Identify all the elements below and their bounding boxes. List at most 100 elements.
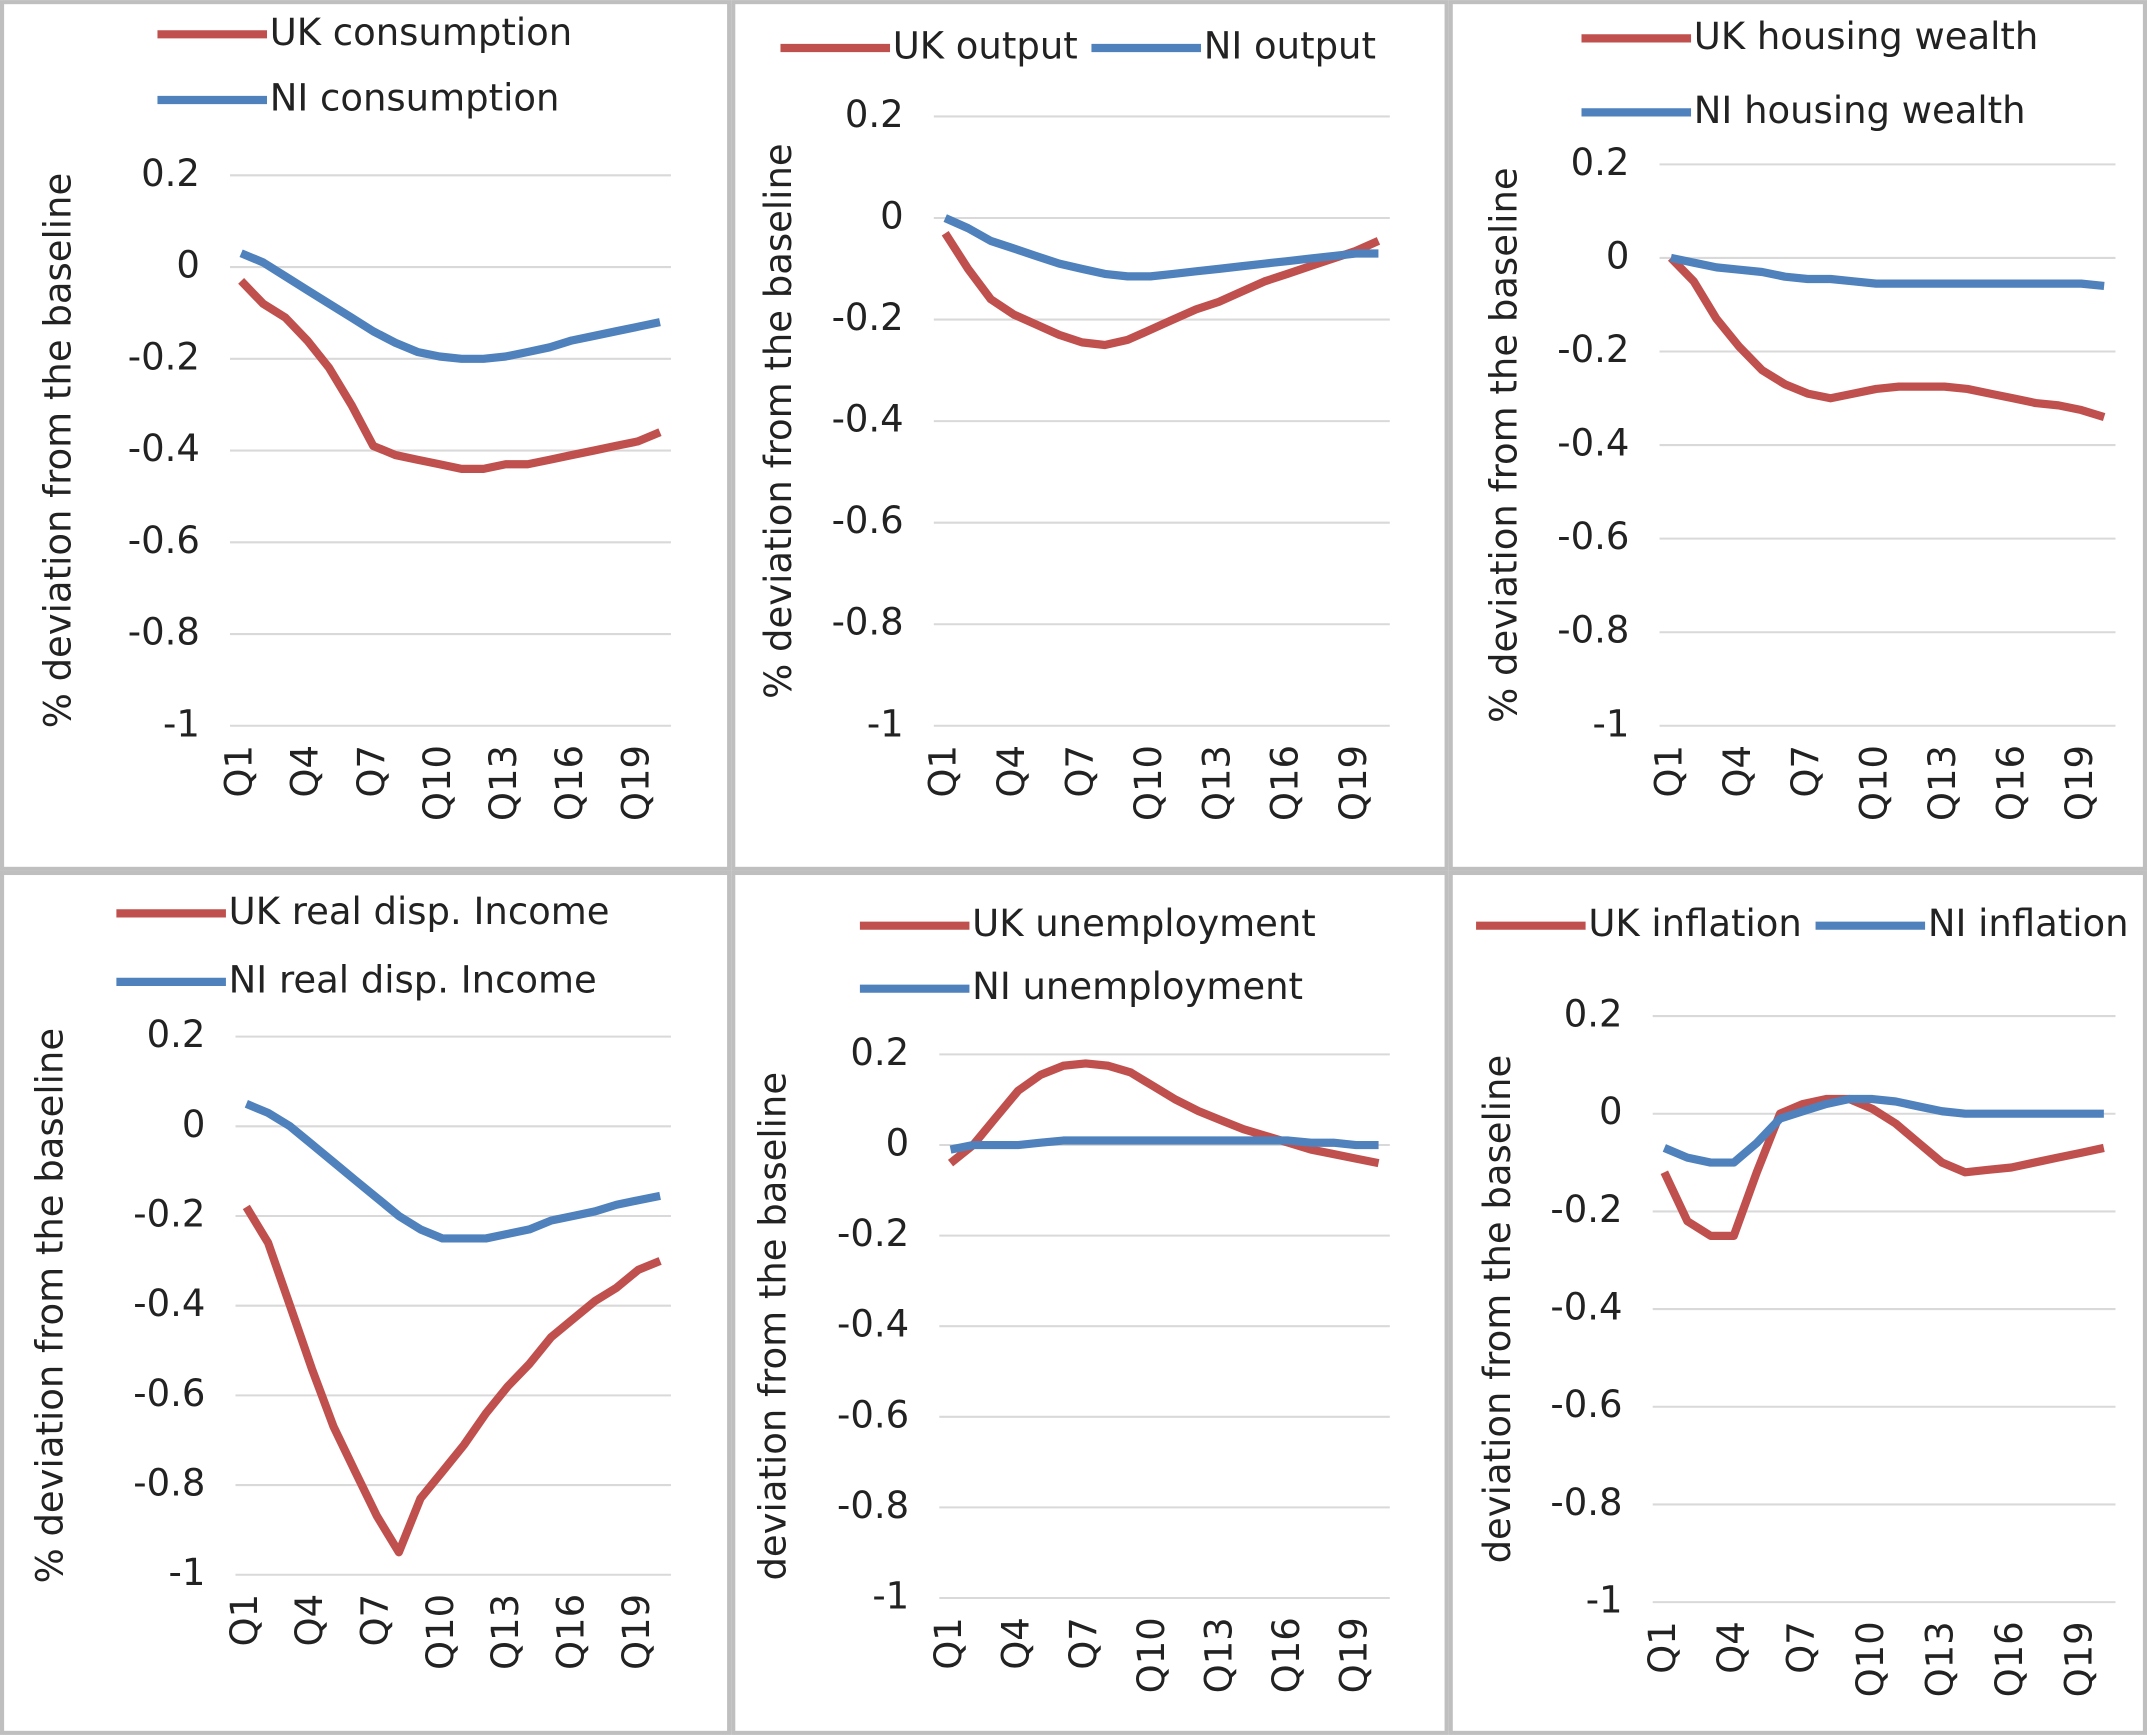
x-tick-label: Q10 <box>1849 1621 1892 1697</box>
panel-frame <box>731 0 1449 871</box>
y-tick-label: 0.2 <box>147 1013 206 1056</box>
y-axis-title: deviation from the baseline <box>752 1072 795 1581</box>
x-tick-label: Q1 <box>1647 745 1690 798</box>
y-tick-label: -1 <box>169 1551 206 1594</box>
y-tick-label: -0.8 <box>1557 609 1629 652</box>
y-tick-label: -0.2 <box>837 1212 909 1255</box>
y-tick-label: -0.8 <box>128 611 200 654</box>
y-tick-label: 0.2 <box>850 1031 909 1074</box>
x-tick-label: Q10 <box>416 745 459 821</box>
x-tick-label: Q13 <box>1197 1617 1240 1693</box>
x-tick-label: Q16 <box>548 745 591 821</box>
legend-label: UK housing wealth <box>1694 15 2039 58</box>
legend-label: NI housing wealth <box>1694 89 2026 132</box>
y-axis-title: % deviation from the baseline <box>37 173 80 729</box>
chart-panel: -1 -0.8 -0.6 -0.4 -0.2 0 0.2 Q1 Q4 Q7 Q10 Q13 Q16 Q19… <box>752 902 1390 1693</box>
x-tick-label: Q4 <box>1710 1621 1753 1674</box>
y-tick-label: -0.4 <box>133 1282 205 1325</box>
y-tick-label: -0.4 <box>832 398 904 441</box>
x-tick-label: Q16 <box>1265 1617 1308 1693</box>
x-tick-label: Q19 <box>1332 745 1375 821</box>
y-axis-title: % deviation from the baseline <box>29 1028 72 1584</box>
panel-frame <box>0 870 732 1735</box>
x-tick-label: Q13 <box>1195 745 1238 821</box>
series-line <box>242 1204 662 1557</box>
x-tick-label: Q19 <box>614 745 657 821</box>
x-tick-label: Q13 <box>1921 745 1964 821</box>
x-tick-label: Q7 <box>354 1594 397 1647</box>
x-tick-label: Q19 <box>615 1594 658 1670</box>
legend-label: UK real disp. Income <box>229 890 610 933</box>
y-axis-title: % deviation from the baseline <box>757 143 800 699</box>
y-tick-label: -0.8 <box>1550 1481 1622 1524</box>
y-tick-label: -0.2 <box>1550 1188 1622 1231</box>
panel-frame <box>0 0 732 871</box>
x-tick-label: Q10 <box>1130 1617 1173 1693</box>
x-tick-label: Q1 <box>922 745 965 798</box>
y-tick-label: -0.8 <box>133 1462 205 1505</box>
x-tick-label: Q10 <box>1853 745 1896 821</box>
chart-panel: -1 -0.8 -0.6 -0.4 -0.2 0 0.2 Q1 Q4 Q7 Q10 Q13 Q16 Q19… <box>757 24 1390 821</box>
y-tick-label: -0.6 <box>133 1372 205 1415</box>
x-tick-label: Q7 <box>1059 745 1102 798</box>
y-tick-label: -1 <box>872 1575 909 1618</box>
series-line <box>1662 1094 2104 1167</box>
x-tick-label: Q13 <box>484 1594 527 1670</box>
series-line <box>943 214 1379 281</box>
y-tick-label: -0.4 <box>1550 1286 1622 1329</box>
x-tick-label: Q16 <box>1264 745 1307 821</box>
x-tick-label: Q7 <box>1780 1621 1823 1674</box>
y-tick-label: -0.6 <box>1550 1383 1622 1426</box>
chart-panel: -1 -0.8 -0.6 -0.4 -0.2 0 0.2 Q1 Q4 Q7 Q10 Q13 Q16 Q19… <box>37 11 671 821</box>
x-tick-label: Q16 <box>1989 745 2032 821</box>
y-axis-title: deviation from the baseline <box>1476 1055 1519 1564</box>
x-tick-label: Q16 <box>549 1594 592 1670</box>
series-line <box>239 249 661 363</box>
x-tick-label: Q4 <box>995 1617 1038 1670</box>
y-tick-label: 0.2 <box>1571 141 1630 184</box>
y-tick-label: 0.2 <box>141 152 200 195</box>
y-tick-label: -1 <box>1593 702 1630 745</box>
legend-label: UK output <box>893 24 1078 67</box>
y-tick-label: -0.2 <box>133 1192 205 1235</box>
x-tick-label: Q1 <box>927 1617 970 1670</box>
y-tick-label: 0 <box>1606 234 1630 277</box>
series-line <box>947 1059 1380 1168</box>
y-axis-title: % deviation from the baseline <box>1483 167 1526 723</box>
series-line <box>238 278 662 474</box>
x-tick-label: Q10 <box>1127 745 1170 821</box>
panel-frame <box>731 870 1449 1735</box>
y-tick-label: -1 <box>1586 1579 1623 1622</box>
series-line <box>941 231 1381 350</box>
x-tick-label: Q4 <box>990 745 1033 798</box>
legend-label: NI unemployment <box>972 965 1303 1008</box>
chart-panel: -1 -0.8 -0.6 -0.4 -0.2 0 0.2 Q1 Q4 Q7 Q10 Q13 Q16 Q19… <box>1483 15 2116 821</box>
series-line <box>1670 253 2105 291</box>
y-tick-label: -0.2 <box>832 296 904 339</box>
y-tick-label: -0.6 <box>1557 515 1629 558</box>
x-tick-label: Q1 <box>223 1594 266 1647</box>
x-tick-label: Q19 <box>2057 1621 2100 1697</box>
x-tick-label: Q7 <box>1784 745 1827 798</box>
y-tick-label: 0 <box>880 195 904 238</box>
y-tick-label: -1 <box>867 702 904 745</box>
x-tick-label: Q19 <box>2058 745 2101 821</box>
y-tick-label: 0 <box>182 1103 206 1146</box>
y-tick-label: -0.2 <box>1557 328 1629 371</box>
y-tick-label: 0 <box>886 1122 910 1165</box>
legend-label: UK consumption <box>270 11 572 54</box>
y-tick-label: -0.4 <box>837 1303 909 1346</box>
y-tick-label: -0.6 <box>128 519 200 562</box>
y-tick-label: -1 <box>163 702 200 745</box>
x-tick-label: Q7 <box>350 745 393 798</box>
x-tick-label: Q10 <box>419 1594 462 1670</box>
series-line <box>244 1100 661 1243</box>
legend-label: NI inflation <box>1928 902 2129 945</box>
series-line <box>1667 255 2106 421</box>
legend-label: UK unemployment <box>972 902 1316 945</box>
series-line <box>1660 1094 2105 1240</box>
y-tick-label: -0.2 <box>128 335 200 378</box>
x-tick-label: Q13 <box>1918 1621 1961 1697</box>
